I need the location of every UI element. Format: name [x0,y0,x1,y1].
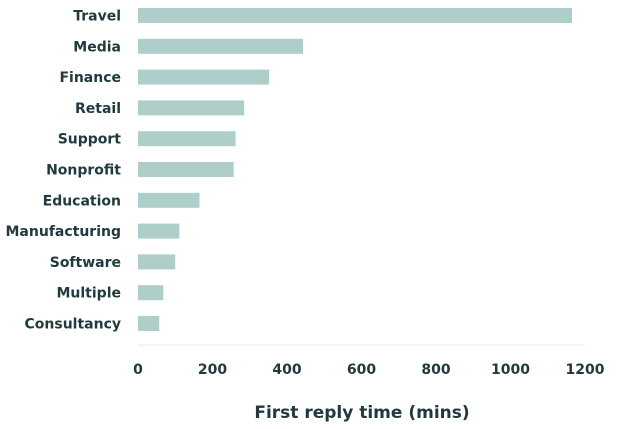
x-tick-label: 200 [198,362,227,378]
bar-support [138,131,236,147]
bar-media [138,38,304,54]
bar-software [138,254,176,270]
category-label: Finance [59,70,121,86]
x-tick-label: 800 [421,362,450,378]
bar-education [138,192,200,208]
x-tick-label: 400 [272,362,301,378]
category-label: Retail [75,101,121,117]
x-tick-label: 0 [133,362,143,378]
bar-retail [138,100,245,116]
category-label: Travel [73,9,121,25]
bar-manufacturing [138,223,180,239]
bars-group [138,8,572,331]
bar-finance [138,69,270,85]
x-tick-labels: 0 200 400 600 800 1000 1200 [133,362,605,378]
category-label: Multiple [56,286,121,302]
category-label: Consultancy [25,317,122,333]
category-label: Education [43,193,121,209]
category-label: Media [73,39,121,55]
category-label: Software [50,255,121,271]
category-label: Manufacturing [6,224,122,240]
x-tick-label: 1000 [491,362,530,378]
x-axis-title: First reply time (mins) [254,403,469,423]
bar-travel [138,8,572,23]
category-label: Nonprofit [46,163,121,179]
category-labels: Travel Media Finance Retail Support Nonprofit… [6,9,122,333]
x-tick-label: 1200 [566,362,605,378]
bar-nonprofit [138,162,234,177]
bar-multiple [138,285,164,301]
category-label: Support [58,132,122,148]
x-tick-label: 600 [347,362,376,378]
bar-consultancy [138,316,160,331]
